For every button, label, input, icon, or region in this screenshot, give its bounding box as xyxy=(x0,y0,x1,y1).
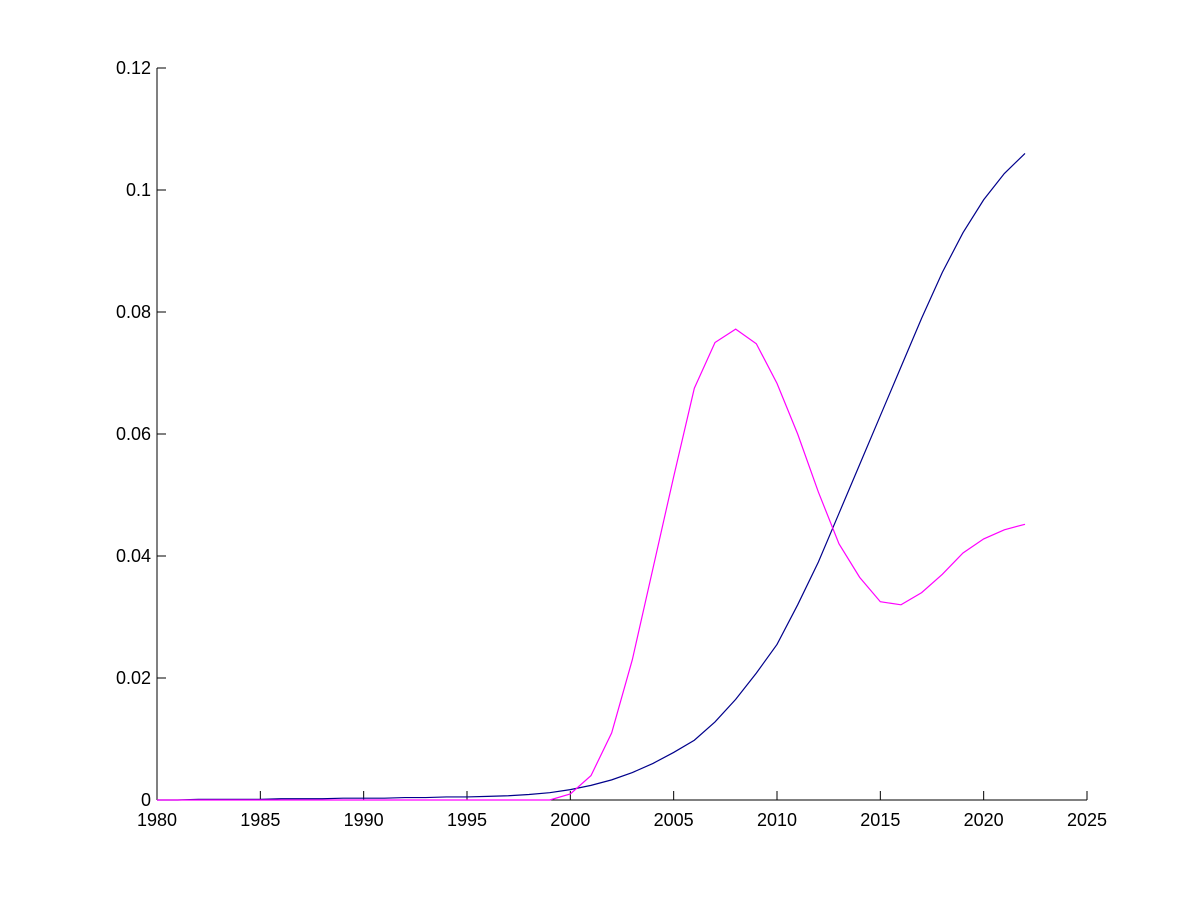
x-tick-label: 2010 xyxy=(757,810,797,830)
x-tick-label: 1985 xyxy=(240,810,280,830)
y-tick-label: 0 xyxy=(141,790,151,810)
y-tick-label: 0.08 xyxy=(116,302,151,322)
y-tick-label: 0.12 xyxy=(116,58,151,78)
x-tick-label: 2015 xyxy=(860,810,900,830)
y-tick-label: 0.02 xyxy=(116,668,151,688)
data-line xyxy=(157,328,1026,801)
y-tick-label: 0.04 xyxy=(116,546,151,566)
x-tick-label: 1990 xyxy=(344,810,384,830)
x-tick-label: 1995 xyxy=(447,810,487,830)
x-tick-label: 2025 xyxy=(1067,810,1107,830)
y-tick-label: 0.1 xyxy=(126,180,151,200)
x-tick-label: 2020 xyxy=(964,810,1004,830)
x-tick-label: 2000 xyxy=(550,810,590,830)
x-tick-label: 2005 xyxy=(654,810,694,830)
data-line xyxy=(157,152,1026,801)
x-tick-label: 1980 xyxy=(137,810,177,830)
y-tick-label: 0.06 xyxy=(116,424,151,444)
